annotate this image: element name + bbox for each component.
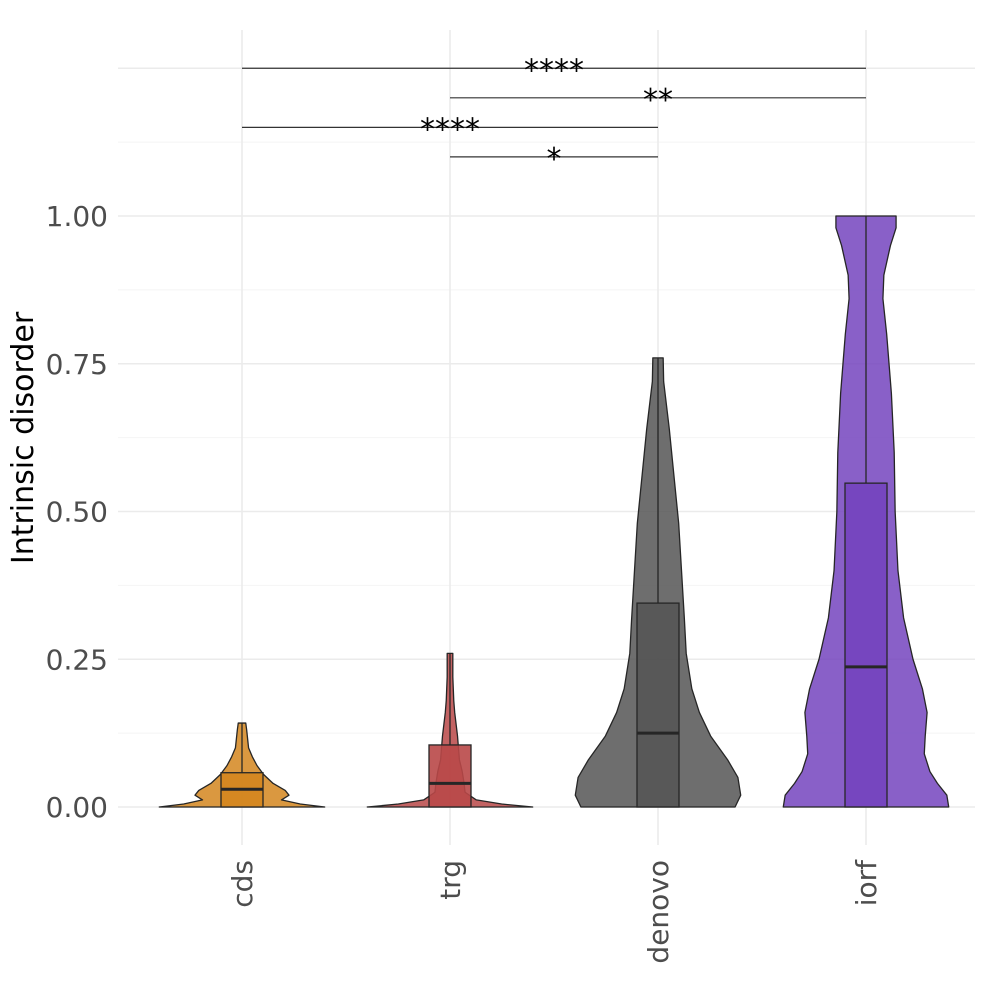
significance-label: **** bbox=[420, 112, 480, 147]
x-tick-label: trg bbox=[434, 860, 467, 900]
boxplots bbox=[220, 216, 888, 808]
significance-label: * bbox=[547, 142, 562, 177]
box-denovo bbox=[636, 602, 680, 808]
y-tick-label: 0.00 bbox=[46, 791, 108, 824]
y-tick-label: 0.75 bbox=[46, 348, 108, 381]
box-trg bbox=[428, 744, 472, 808]
significance-brackets: *********** bbox=[242, 53, 866, 177]
significance-label: ** bbox=[643, 83, 673, 118]
y-tick-label: 0.50 bbox=[46, 496, 108, 529]
x-axis-ticks: cds trg denovo iorf bbox=[226, 859, 883, 964]
x-tick-label: cds bbox=[226, 860, 259, 908]
x-tick-label: iorf bbox=[850, 859, 883, 906]
y-axis-title: Intrinsic disorder bbox=[6, 311, 41, 564]
significance-label: **** bbox=[524, 53, 584, 88]
box-iorf bbox=[844, 482, 888, 808]
y-axis-ticks: 0.00 0.25 0.50 0.75 1.00 bbox=[46, 200, 108, 824]
y-tick-label: 1.00 bbox=[46, 200, 108, 233]
x-tick-label: denovo bbox=[642, 860, 675, 964]
y-tick-label: 0.25 bbox=[46, 643, 108, 676]
